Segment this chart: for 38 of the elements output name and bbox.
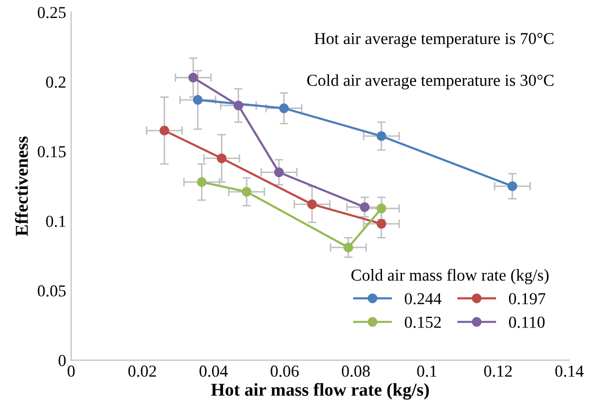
y-tick-label: 0.15 (38, 146, 66, 158)
y-tick-label: 0.05 (38, 285, 66, 297)
x-tick-label: 0 (68, 366, 75, 377)
point (188, 72, 198, 82)
legend-label: 0.244 (404, 293, 442, 304)
legend-label: 0.110 (508, 316, 545, 328)
y-tick-label: 0.2 (46, 76, 66, 88)
point (343, 242, 354, 252)
annotation: Hot air average temperature is 70°C (314, 32, 554, 48)
point (307, 199, 317, 210)
x-tick-label: 0.04 (200, 366, 228, 377)
x-tick-label: 0.12 (484, 366, 512, 377)
point (242, 186, 252, 197)
x-tick-label: 0.08 (342, 366, 370, 377)
point (274, 167, 284, 178)
x-tick-label: 0.06 (270, 366, 299, 377)
y-tick-label: 0.25 (38, 6, 66, 18)
x-tick-label: 0.02 (128, 366, 156, 377)
y-axis-title: Effectiveness (15, 136, 28, 236)
point (376, 131, 386, 141)
point (376, 218, 386, 229)
y-tick-label: 0 (58, 354, 66, 366)
point (216, 154, 227, 164)
x-tick-label: 0.14 (555, 366, 584, 377)
point (507, 181, 518, 192)
y-tick-label: 0.1 (46, 216, 66, 228)
legend-label: 0.152 (404, 316, 441, 328)
point (234, 100, 244, 110)
annotation: Cold air average temperature is 30°C (307, 74, 554, 90)
point (160, 126, 170, 136)
point (279, 103, 289, 114)
x-axis-title: Hot air mass flow rate (kg/s) (211, 382, 429, 400)
point (360, 202, 370, 212)
legend-title: Cold air mass flow rate (kg/s) (351, 268, 549, 284)
point (192, 95, 203, 105)
x-tick-label: 0.1 (417, 366, 436, 377)
legend-label: 0.197 (508, 293, 546, 304)
point (196, 177, 207, 187)
